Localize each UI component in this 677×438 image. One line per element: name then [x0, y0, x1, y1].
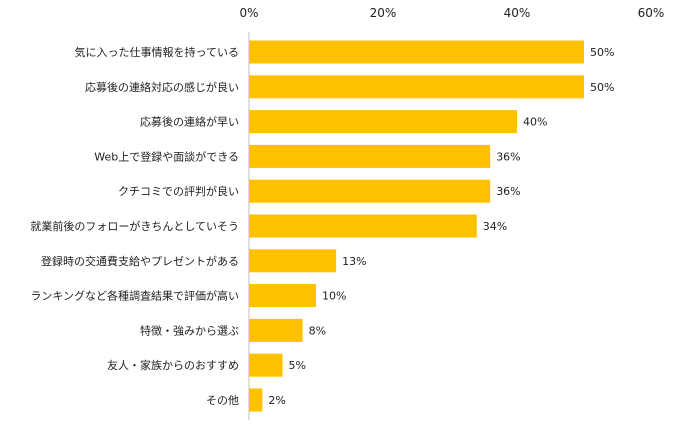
category-label: Web上で登録や面談ができる [94, 149, 239, 163]
value-label: 2% [268, 394, 285, 407]
value-label: 13% [342, 255, 366, 268]
value-label: 8% [309, 324, 326, 337]
value-label: 50% [590, 46, 614, 59]
bar [249, 284, 316, 308]
bar [249, 249, 337, 273]
category-label: 登録時の交通費支給やプレゼントがある [41, 254, 239, 268]
bar [249, 75, 584, 99]
value-label: 36% [496, 185, 520, 198]
x-tick-label: 0% [239, 6, 258, 20]
bar [249, 179, 491, 203]
value-label: 36% [496, 150, 520, 163]
category-label: 応募後の連絡対応の感じが良い [85, 80, 239, 94]
bar [249, 144, 491, 168]
bar [249, 318, 303, 342]
value-label: 5% [289, 359, 306, 372]
category-label: ランキングなど各種調査結果で評価が高い [30, 289, 239, 303]
value-label: 34% [483, 220, 507, 233]
value-label: 10% [322, 290, 346, 303]
x-tick-label: 40% [504, 6, 531, 20]
x-tick-label: 60% [638, 6, 665, 20]
bar [249, 214, 477, 238]
category-label: 気に入った仕事情報を持っている [75, 45, 239, 59]
bar [249, 40, 584, 64]
x-tick-label: 20% [370, 6, 397, 20]
category-label: 応募後の連絡が早い [140, 115, 239, 129]
x-axis-ticks: 0% 20% 40% 60% [239, 6, 664, 20]
value-label: 50% [590, 81, 614, 94]
bars-group [249, 40, 584, 412]
category-label: 就業前後のフォローがきちんとしていそう [30, 219, 239, 233]
value-labels: 50% 50% 40% 36% 36% 34% 13% 10% 8% 5% 2% [268, 46, 614, 407]
bar [249, 388, 263, 412]
category-label: 友人・家族からのおすすめ [107, 358, 239, 372]
category-label: その他 [206, 394, 239, 407]
value-label: 40% [523, 116, 547, 129]
bar [249, 353, 283, 377]
category-label: クチコミでの評判が良い [118, 184, 239, 198]
bar [249, 110, 517, 134]
category-label: 特徴・強みから選ぶ [140, 323, 239, 337]
